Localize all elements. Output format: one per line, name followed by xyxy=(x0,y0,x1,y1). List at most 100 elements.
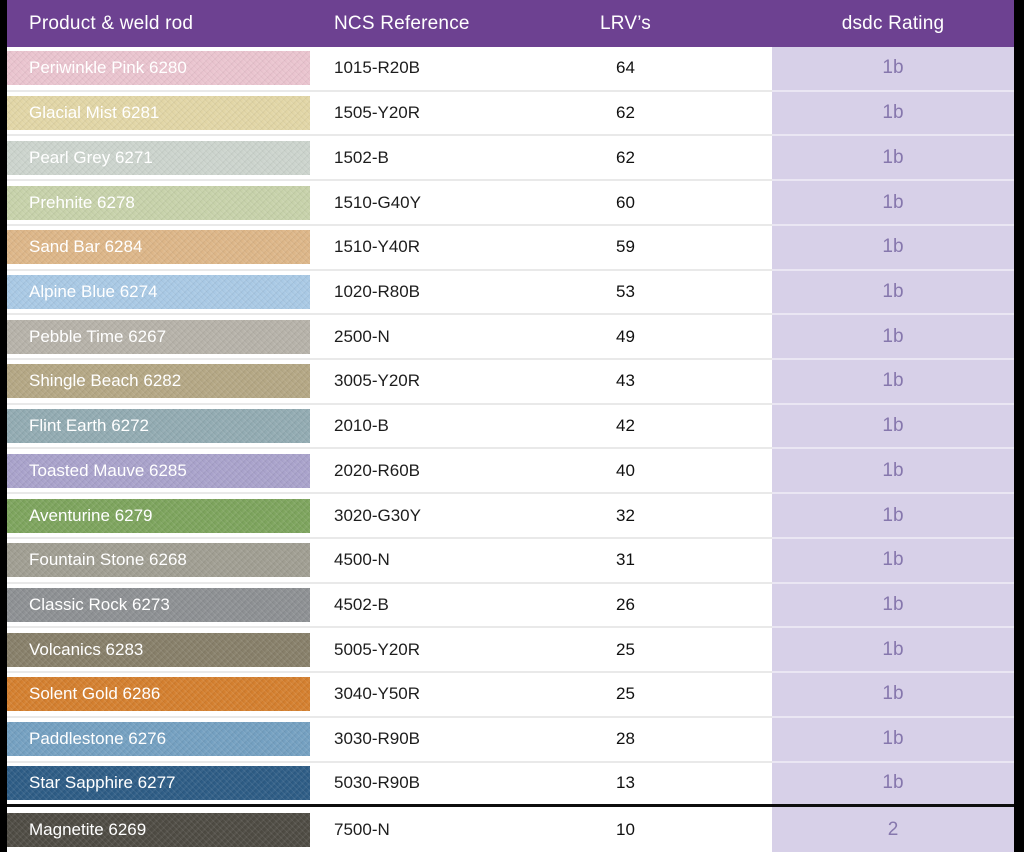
rating-value: 1b xyxy=(772,717,1014,763)
lrv-value: 49 xyxy=(479,315,772,361)
table-row: Solent Gold 6286 3040-Y50R 25 1b xyxy=(7,673,1014,718)
product-label: Alpine Blue 6274 xyxy=(29,281,158,301)
lrv-value: 43 xyxy=(479,360,772,405)
lrv-value: 40 xyxy=(479,449,772,495)
ncs-value: 3040-Y50R xyxy=(327,673,479,718)
product-cell: Toasted Mauve 6285 xyxy=(7,449,327,495)
product-cell: Pearl Grey 6271 xyxy=(7,136,327,182)
color-swatch: Paddlestone 6276 xyxy=(7,722,310,757)
ncs-value: 3020-G30Y xyxy=(327,494,479,539)
rating-value: 1b xyxy=(772,449,1014,495)
lrv-value: 59 xyxy=(479,225,772,271)
table-row: Fountain Stone 6268 4500-N 31 1b xyxy=(7,538,1014,584)
color-swatch: Alpine Blue 6274 xyxy=(7,274,310,309)
color-swatch: Shingle Beach 6282 xyxy=(7,364,310,399)
product-cell: Volcanics 6283 xyxy=(7,628,327,674)
product-label: Paddlestone 6276 xyxy=(29,729,167,749)
ncs-value: 1020-R80B xyxy=(327,270,479,316)
table-row: Flint Earth 6272 2010-B 42 1b xyxy=(7,404,1014,450)
color-swatch: Star Sapphire 6277 xyxy=(7,766,310,801)
ncs-value: 1015-R20B xyxy=(327,47,479,92)
table-row: Star Sapphire 6277 5030-R90B 13 1b xyxy=(7,762,1014,808)
product-cell: Flint Earth 6272 xyxy=(7,404,327,450)
lrv-value: 60 xyxy=(479,181,772,226)
ncs-value: 5030-R90B xyxy=(327,762,479,808)
ncs-value: 7500-N xyxy=(327,807,479,852)
header-ncs-reference: NCS Reference xyxy=(334,12,470,34)
ncs-value: 4500-N xyxy=(327,538,479,584)
color-rating-table: Product & weld rod NCS Reference LRV’s d… xyxy=(7,0,1014,852)
lrv-value: 10 xyxy=(479,807,772,852)
product-cell: Solent Gold 6286 xyxy=(7,673,327,718)
product-label: Aventurine 6279 xyxy=(29,505,153,525)
product-cell: Alpine Blue 6274 xyxy=(7,270,327,316)
color-swatch: Classic Rock 6273 xyxy=(7,587,310,622)
product-cell: Glacial Mist 6281 xyxy=(7,91,327,137)
ncs-value: 5005-Y20R xyxy=(327,628,479,674)
product-cell: Classic Rock 6273 xyxy=(7,583,327,629)
product-label: Star Sapphire 6277 xyxy=(29,773,176,793)
rating-value: 1b xyxy=(772,583,1014,629)
ncs-value: 1510-G40Y xyxy=(327,181,479,226)
ncs-value: 2500-N xyxy=(327,315,479,361)
rating-value: 1b xyxy=(772,225,1014,271)
table-row: Volcanics 6283 5005-Y20R 25 1b xyxy=(7,628,1014,674)
product-cell: Prehnite 6278 xyxy=(7,181,327,226)
rating-value: 1b xyxy=(772,270,1014,316)
lrv-value: 25 xyxy=(479,673,772,718)
lrv-value: 32 xyxy=(479,494,772,539)
lrv-value: 26 xyxy=(479,583,772,629)
product-label: Flint Earth 6272 xyxy=(29,416,150,436)
product-label: Periwinkle Pink 6280 xyxy=(29,58,187,78)
rating-value: 1b xyxy=(772,315,1014,361)
rating-value: 1b xyxy=(772,91,1014,137)
ncs-value: 1502-B xyxy=(327,136,479,182)
ncs-value: 4502-B xyxy=(327,583,479,629)
table-row: Sand Bar 6284 1510-Y40R 59 1b xyxy=(7,225,1014,271)
product-cell: Fountain Stone 6268 xyxy=(7,538,327,584)
ncs-value: 1510-Y40R xyxy=(327,225,479,271)
product-label: Volcanics 6283 xyxy=(29,639,144,659)
lrv-value: 31 xyxy=(479,538,772,584)
product-label: Prehnite 6278 xyxy=(29,192,135,212)
product-label: Toasted Mauve 6285 xyxy=(29,460,187,480)
product-cell: Periwinkle Pink 6280 xyxy=(7,47,327,92)
product-label: Magnetite 6269 xyxy=(29,819,147,839)
rating-value: 1b xyxy=(772,181,1014,226)
product-label: Shingle Beach 6282 xyxy=(29,371,182,391)
color-swatch: Volcanics 6283 xyxy=(7,632,310,667)
table-row: Glacial Mist 6281 1505-Y20R 62 1b xyxy=(7,91,1014,137)
product-cell: Magnetite 6269 xyxy=(7,807,327,852)
table-row: Toasted Mauve 6285 2020-R60B 40 1b xyxy=(7,449,1014,495)
ncs-value: 1505-Y20R xyxy=(327,91,479,137)
lrv-value: 42 xyxy=(479,404,772,450)
table-row: Prehnite 6278 1510-G40Y 60 1b xyxy=(7,181,1014,226)
product-cell: Pebble Time 6267 xyxy=(7,315,327,361)
product-cell: Star Sapphire 6277 xyxy=(7,762,327,808)
header-dsdc-rating: dsdc Rating xyxy=(841,12,945,34)
product-cell: Sand Bar 6284 xyxy=(7,225,327,271)
table-row: Aventurine 6279 3020-G30Y 32 1b xyxy=(7,494,1014,539)
product-cell: Shingle Beach 6282 xyxy=(7,360,327,405)
table-row: Magnetite 6269 7500-N 10 2 xyxy=(7,807,1014,852)
table-row: Pebble Time 6267 2500-N 49 1b xyxy=(7,315,1014,361)
product-label: Pearl Grey 6271 xyxy=(29,147,153,167)
table-row: Classic Rock 6273 4502-B 26 1b xyxy=(7,583,1014,629)
rating-value: 1b xyxy=(772,762,1014,808)
ncs-value: 3005-Y20R xyxy=(327,360,479,405)
table-row: Paddlestone 6276 3030-R90B 28 1b xyxy=(7,717,1014,763)
color-swatch: Magnetite 6269 xyxy=(7,812,310,847)
product-label: Classic Rock 6273 xyxy=(29,594,170,614)
rating-value: 1b xyxy=(772,360,1014,405)
product-label: Fountain Stone 6268 xyxy=(29,550,187,570)
product-cell: Aventurine 6279 xyxy=(7,494,327,539)
color-swatch: Flint Earth 6272 xyxy=(7,409,310,444)
product-label: Pebble Time 6267 xyxy=(29,326,167,346)
rating-value: 1b xyxy=(772,404,1014,450)
table-body: Periwinkle Pink 6280 1015-R20B 64 1b Gla… xyxy=(7,47,1014,852)
lrv-value: 64 xyxy=(479,47,772,92)
color-swatch: Aventurine 6279 xyxy=(7,498,310,533)
lrv-value: 25 xyxy=(479,628,772,674)
rating-value: 1b xyxy=(772,673,1014,718)
product-label: Sand Bar 6284 xyxy=(29,237,143,257)
